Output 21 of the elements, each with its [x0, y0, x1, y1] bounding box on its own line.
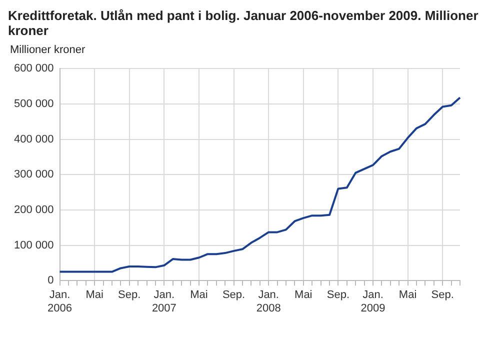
y-axis-title: Millioner kroner [10, 44, 86, 56]
x-tick-label: Sep. [326, 289, 350, 302]
x-tick-label: Sep. [118, 289, 141, 302]
y-tick-label: 0 [48, 274, 54, 287]
y-tick-label: 100 000 [14, 239, 54, 252]
x-tick-label: Jan. 2009 [360, 289, 386, 314]
x-tick-label: Jan. 2008 [256, 289, 281, 314]
x-tick-label: Mai [190, 289, 208, 302]
x-tick-label: Sep. [222, 289, 246, 302]
x-tick-label: Mai [294, 289, 312, 302]
y-tick-label: 300 000 [14, 168, 54, 181]
y-tick-label: 600 000 [14, 62, 54, 75]
chart-title: Kredittforetak. Utlån med pant i bolig. Januar 2006-november 2009. Millioner kroner [8, 8, 480, 38]
x-tick-label: Jan. 2006 [48, 289, 72, 314]
y-tick-label: 500 000 [14, 98, 54, 110]
y-tick-label: 200 000 [14, 204, 54, 216]
x-tick-label: Sep. [431, 289, 454, 302]
x-tick-label: Mai [398, 289, 417, 302]
x-tick-label: Mai [86, 289, 104, 302]
x-tick-label: Jan. 2007 [152, 289, 176, 314]
y-tick-label: 400 000 [14, 133, 54, 146]
